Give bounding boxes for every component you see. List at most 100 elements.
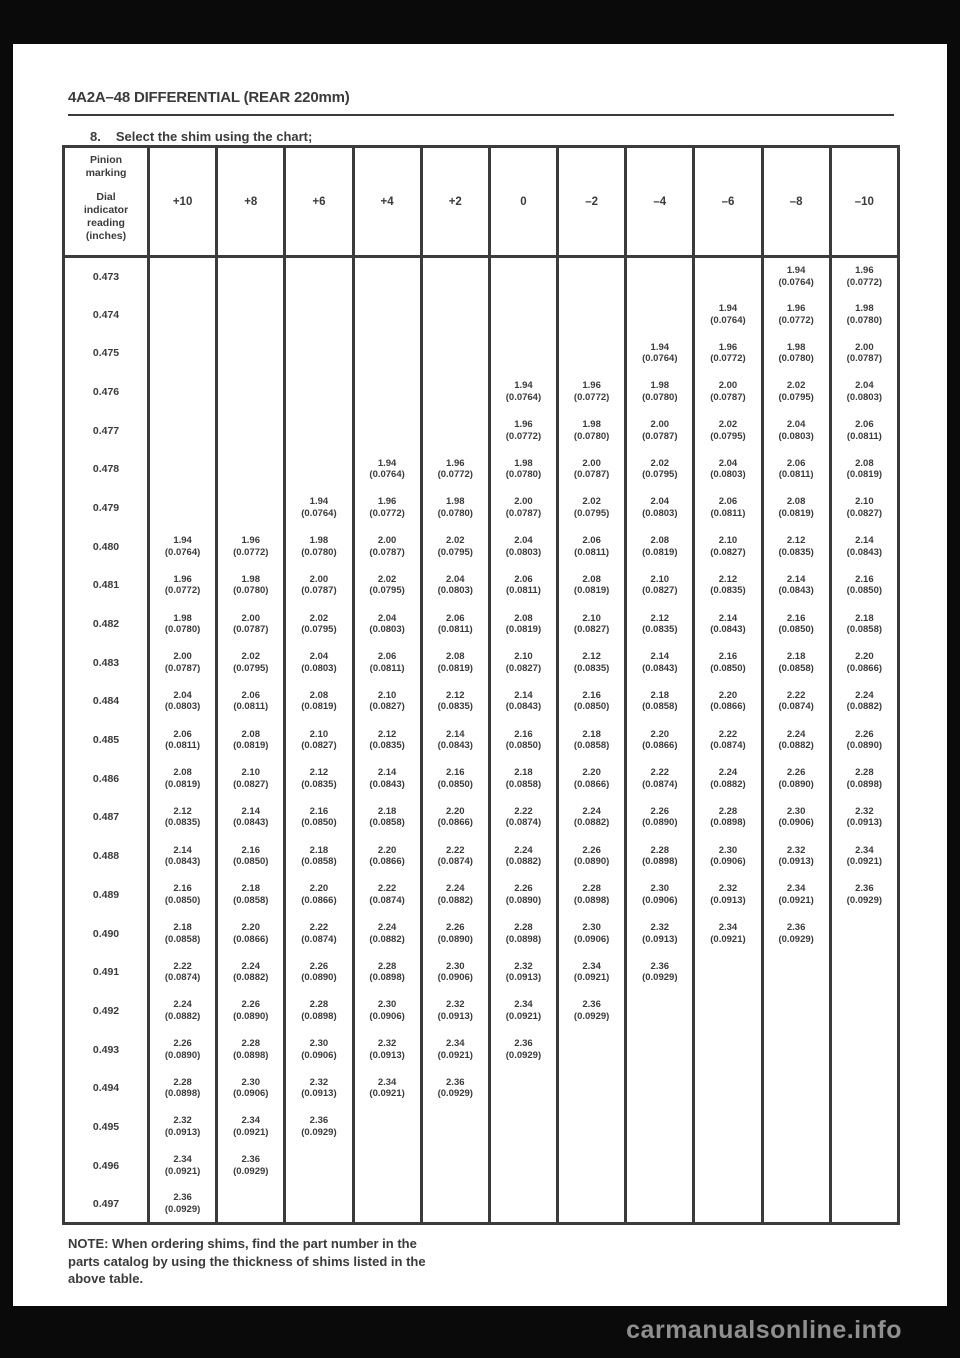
shim-mm-value: 1.96	[855, 265, 874, 277]
shim-mm-value: 1.94	[650, 341, 670, 353]
shim-mm-value: 2.10	[309, 728, 329, 740]
table-row: 0.485 2.06 (0.0811) 2.08 (0.0819) 2.10 (0.0827…	[62, 720, 899, 760]
shim-cell: 1.96 (0.0772)	[215, 527, 285, 566]
shim-inch-value: (0.0764)	[369, 469, 405, 481]
shim-cell-empty	[351, 372, 422, 412]
shim-inch-value: (0.0772)	[710, 353, 746, 365]
shim-inch-value: (0.0890)	[301, 972, 337, 984]
shim-mm-value: 2.08	[855, 457, 874, 469]
shim-cell: 2.12 (0.0835)	[556, 643, 626, 683]
shim-cell: 2.02 (0.0795)	[215, 643, 285, 683]
shim-mm-value: 2.20	[377, 844, 397, 856]
shim-mm-value: 2.12	[309, 767, 329, 779]
shim-inch-value: (0.0819)	[778, 507, 814, 519]
table-row: 0.489 2.16 (0.0850) 2.18 (0.0858) 2.20 (0.0866…	[62, 875, 899, 915]
shim-inch-value: (0.0858)	[505, 778, 542, 790]
shim-cell: 2.28 (0.0898)	[215, 1030, 285, 1069]
shim-cell: 2.26 (0.0890)	[146, 1030, 217, 1069]
shim-mm-value: 2.22	[650, 767, 670, 779]
shim-cell-empty	[419, 256, 490, 296]
shim-mm-value: 2.08	[309, 689, 329, 701]
shim-cell: 2.04 (0.0803)	[283, 643, 354, 683]
shim-mm-value: 1.96	[377, 496, 397, 508]
table-row: 0.496 2.34 (0.0921) 2.36 (0.0929)	[62, 1146, 899, 1185]
shim-mm-value: 2.18	[786, 651, 806, 663]
shim-mm-value: 2.28	[309, 999, 329, 1011]
shim-cell: 2.12 (0.0835)	[146, 798, 217, 837]
shim-inch-value: (0.0780)	[301, 546, 337, 558]
shim-mm-value: 1.98	[650, 380, 670, 392]
shim-cell: 2.24 (0.0882)	[146, 991, 217, 1031]
shim-inch-value: (0.0772)	[505, 430, 542, 442]
shim-inch-value: (0.0795)	[710, 430, 746, 442]
column-header: –6	[692, 146, 763, 258]
shim-inch-value: (0.0890)	[846, 740, 883, 752]
shim-inch-value: (0.0819)	[301, 701, 337, 713]
shim-mm-value: 2.08	[446, 651, 465, 663]
shim-inch-value: (0.0858)	[233, 894, 269, 906]
shim-cell: 2.04 (0.0803)	[624, 488, 694, 528]
shim-inch-value: (0.0764)	[642, 353, 678, 365]
shim-inch-value: (0.0819)	[642, 546, 678, 558]
shim-mm-value: 2.32	[650, 922, 670, 934]
shim-mm-value: 2.10	[650, 573, 670, 585]
shim-cell-empty	[828, 914, 899, 953]
table-row: 0.479 1.94 (0.0764) 1.96 (0.0772) 1.98 (0.0780…	[62, 488, 899, 528]
shim-mm-value: 2.30	[582, 922, 601, 934]
shim-inch-value: (0.0898)	[573, 894, 610, 906]
shim-cell: 2.34 (0.0921)	[556, 952, 626, 992]
shim-inch-value: (0.0850)	[573, 701, 610, 713]
shim-cell: 2.30 (0.0906)	[215, 1068, 285, 1108]
shim-inch-value: (0.0803)	[369, 624, 405, 636]
column-header: –8	[760, 146, 831, 258]
shim-cell: 2.32 (0.0913)	[419, 991, 490, 1031]
shim-mm-value: 2.12	[786, 535, 806, 547]
shim-cell-empty	[556, 1030, 626, 1069]
row-label: 0.489	[62, 875, 149, 915]
shim-mm-value: 2.18	[650, 689, 670, 701]
shim-cell-empty	[556, 1068, 626, 1108]
shim-mm-value: 2.24	[377, 922, 397, 934]
row-label: 0.485	[62, 720, 149, 760]
shim-mm-value: 2.06	[514, 573, 533, 585]
shim-inch-value: (0.0787)	[233, 624, 269, 636]
shim-inch-value: (0.0811)	[369, 662, 405, 674]
shim-cell: 2.14 (0.0843)	[760, 566, 831, 605]
shim-inch-value: (0.0795)	[369, 585, 405, 597]
shim-cell: 2.30 (0.0906)	[556, 914, 626, 953]
shim-inch-value: (0.0764)	[778, 276, 814, 288]
shim-inch-value: (0.0803)	[164, 701, 201, 713]
shim-cell: 2.36 (0.0929)	[624, 952, 694, 992]
shim-mm-value: 2.10	[855, 496, 874, 508]
shim-inch-value: (0.0772)	[437, 469, 473, 481]
shim-cell: 2.14 (0.0843)	[487, 682, 558, 721]
shim-cell: 2.26 (0.0890)	[556, 836, 626, 876]
shim-inch-value: (0.0913)	[369, 1049, 405, 1061]
shim-cell: 2.18 (0.0858)	[828, 604, 899, 644]
shim-mm-value: 2.02	[718, 419, 738, 431]
shim-inch-value: (0.0827)	[573, 624, 610, 636]
shim-inch-value: (0.0874)	[437, 856, 473, 868]
shim-inch-value: (0.0811)	[506, 585, 541, 597]
column-header: –10	[828, 146, 899, 258]
shim-cell: 2.02 (0.0795)	[556, 488, 626, 528]
shim-inch-value: (0.0858)	[846, 624, 883, 636]
shim-inch-value: (0.0835)	[437, 701, 473, 713]
shim-inch-value: (0.0929)	[573, 1010, 610, 1022]
shim-inch-value: (0.0803)	[846, 391, 883, 403]
shim-mm-value: 2.16	[718, 651, 738, 663]
shim-inch-value: (0.0811)	[233, 701, 269, 713]
shim-mm-value: 2.18	[173, 922, 192, 934]
shim-inch-value: (0.0874)	[778, 701, 814, 713]
shim-inch-value: (0.0866)	[846, 662, 883, 674]
shim-inch-value: (0.0843)	[164, 856, 201, 868]
shim-inch-value: (0.0866)	[301, 894, 337, 906]
shim-inch-value: (0.0913)	[710, 894, 746, 906]
shim-mm-value: 1.96	[582, 380, 601, 392]
column-header: +4	[351, 146, 422, 258]
shim-cell: 2.32 (0.0913)	[624, 914, 694, 953]
shim-inch-value: (0.0850)	[778, 624, 814, 636]
shim-mm-value: 2.16	[241, 844, 261, 856]
shim-cell-empty	[351, 1107, 422, 1147]
shim-mm-value: 2.28	[582, 883, 601, 895]
